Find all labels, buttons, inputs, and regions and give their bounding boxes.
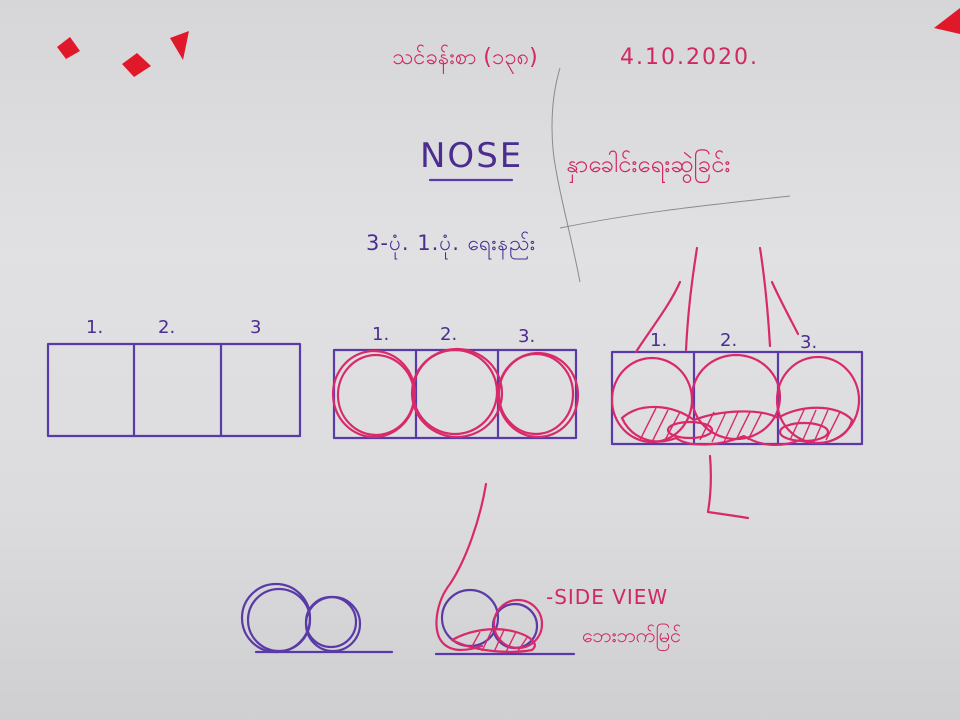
side-circle-small-b	[304, 595, 358, 649]
red-tape-3	[170, 31, 189, 60]
circle-middle-1b	[336, 353, 416, 437]
grid-right-label-1: 1.	[650, 330, 667, 351]
nostril-shading	[620, 405, 854, 446]
grid-middle-label-2: 2.	[440, 324, 457, 345]
lesson-label: သင်ခန်းစာ (၁၃၈)	[392, 44, 538, 74]
subtitle: 3-ပုံ. 1.ပုံ. ရေးနည်း	[366, 230, 536, 260]
board-crack-2	[559, 195, 791, 229]
nostril-right	[778, 421, 830, 443]
nose-bridge-right-outer	[770, 280, 800, 336]
red-tape-pieces	[57, 8, 960, 77]
nose-bridge-left-outer	[634, 280, 682, 354]
grid-left: 1. 2. 3	[46, 317, 302, 438]
grid-right-label-3: 3.	[800, 332, 817, 353]
philtrum-line	[706, 454, 750, 520]
lesson-date: 4.10.2020.	[620, 45, 759, 70]
grid-left-label-2: 2.	[158, 317, 175, 338]
side-circle-large-b	[246, 587, 312, 653]
side-nose-profile	[435, 482, 488, 652]
red-tape-2	[122, 53, 151, 77]
grid-right-frame	[610, 350, 864, 446]
side-view-burmese: ဘေးဘက်မြင်	[582, 623, 681, 651]
nose-bridge-right	[758, 246, 772, 348]
grid-left-frame	[46, 342, 302, 438]
circle-right-2	[690, 353, 782, 441]
grid-right: 1. 2. 3.	[610, 246, 864, 520]
circle-middle-2b	[411, 348, 499, 436]
side-nose-wing-circle-b	[492, 598, 544, 650]
circle-middle-3b	[497, 352, 575, 436]
grid-left-label-3: 3	[250, 317, 261, 338]
grid-middle-label-3: 3.	[518, 326, 535, 347]
side-nostril-shading	[450, 628, 536, 653]
nose-bridge-left	[684, 246, 699, 352]
side-nose-wing-circle	[491, 602, 539, 650]
grid-right-label-2: 2.	[720, 330, 737, 351]
title-burmese: နှာခေါင်းရေးဆွဲခြင်း	[566, 148, 730, 184]
nostril-left	[666, 420, 714, 440]
red-tape-1	[57, 37, 80, 59]
board-crack	[551, 67, 581, 283]
side-view-nose	[434, 482, 576, 656]
side-nose-tip-circle	[440, 588, 500, 648]
grid-left-label-1: 1.	[86, 317, 103, 338]
grid-middle-frame	[332, 348, 578, 440]
grid-middle: 1. 2. 3.	[331, 324, 580, 440]
circle-right-1	[610, 356, 694, 444]
grid-middle-label-1: 1.	[372, 324, 389, 345]
red-tape-4	[934, 8, 960, 34]
title-nose: NOSE	[420, 136, 523, 176]
side-circles-sketch	[240, 582, 394, 654]
side-nostril-hatching	[469, 629, 529, 653]
side-view-label: -SIDE VIEW	[546, 585, 668, 609]
